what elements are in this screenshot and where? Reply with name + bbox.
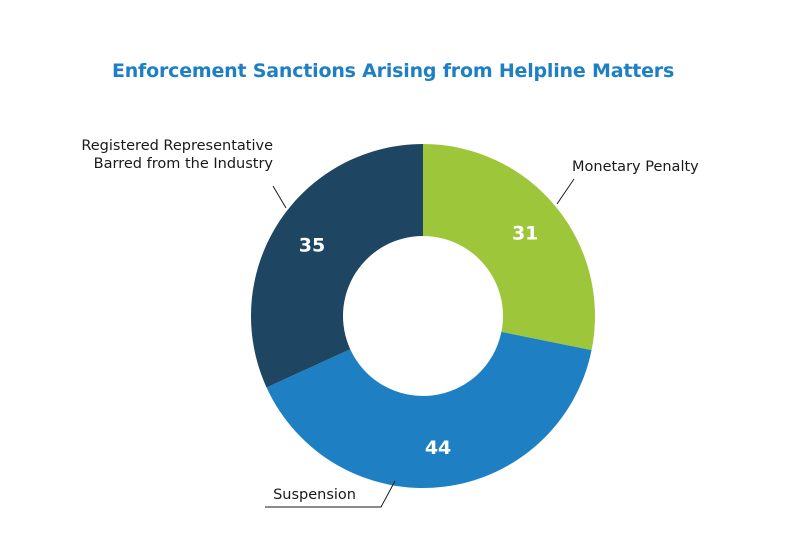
slice-monetary-penalty — [423, 144, 595, 351]
value-label-monetary-penalty: 31 — [512, 222, 538, 244]
category-label-barred: Registered Representative Barred from the… — [81, 138, 273, 172]
category-label-monetary-penalty: Monetary Penalty — [572, 159, 699, 175]
donut-slices — [250, 144, 595, 488]
category-labels: Monetary Penalty Suspension Registered Rep… — [81, 138, 699, 503]
chart-title: Enforcement Sanctions Arising from Helpl… — [111, 60, 675, 82]
category-label-suspension: Suspension — [273, 487, 356, 503]
value-label-suspension: 44 — [425, 437, 451, 459]
value-label-barred: 35 — [299, 235, 325, 257]
leader-line-suspension — [265, 480, 396, 508]
slice-values: 31 44 35 — [299, 222, 539, 459]
slice-barred — [250, 144, 423, 388]
leader-lines — [265, 178, 575, 508]
slice-suspension — [266, 331, 592, 488]
leader-line-monetary-penalty — [556, 178, 575, 205]
leader-line-barred — [272, 185, 287, 209]
